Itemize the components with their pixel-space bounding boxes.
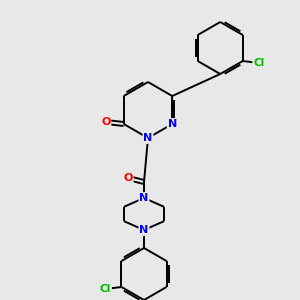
Text: N: N [140,193,148,203]
Text: N: N [140,225,148,235]
Text: N: N [168,119,177,129]
Text: O: O [123,173,133,183]
Text: Cl: Cl [100,284,111,294]
Text: N: N [143,133,153,143]
Text: Cl: Cl [253,58,264,68]
Text: O: O [101,117,110,127]
